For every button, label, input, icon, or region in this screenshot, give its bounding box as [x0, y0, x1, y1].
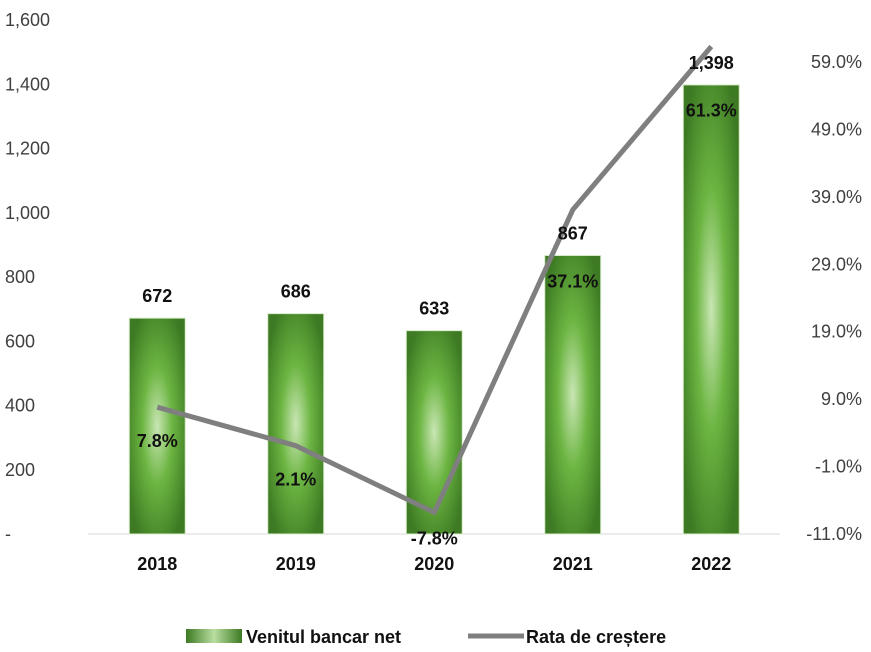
bar-data-label: 867: [558, 223, 588, 243]
bar-data-label: 1,398: [689, 53, 734, 73]
line-data-label: 2.1%: [275, 470, 316, 490]
bar-data-label: 686: [281, 282, 311, 302]
right-tick-label: 29.0%: [811, 254, 862, 274]
bar: [405, 330, 463, 535]
left-tick-label: 600: [5, 331, 35, 351]
line-data-label: 37.1%: [547, 272, 598, 292]
bar: [267, 313, 325, 535]
right-tick-label: 19.0%: [811, 322, 862, 342]
left-tick-label: 400: [5, 396, 35, 416]
left-tick-label: 1,000: [5, 203, 50, 223]
line-series: [156, 44, 714, 515]
left-tick-label: 1,200: [5, 139, 50, 159]
bar-data-label: 672: [142, 286, 172, 306]
bar-data-label: 633: [419, 299, 449, 319]
line-data-label: 61.3%: [686, 100, 737, 120]
left-tick-label: 1,600: [5, 10, 50, 30]
category-label: 2019: [276, 554, 316, 574]
bar-series: [128, 84, 740, 535]
legend: Venitul bancar net Rata de creștere: [186, 627, 666, 647]
bar: [682, 84, 740, 535]
right-axis-ticks: -11.0% -1.0% 9.0% 19.0% 29.0% 39.0% 49.0% 59.0%: [806, 52, 862, 544]
category-label: 2018: [137, 554, 177, 574]
bar: [544, 254, 602, 535]
line-data-label: 7.8%: [137, 431, 178, 451]
category-label: 2022: [691, 554, 731, 574]
bar-data-labels: 672 686 633 867 1,398: [142, 53, 734, 319]
line-data-label: -7.8%: [411, 528, 458, 548]
category-labels: 2018 2019 2020 2021 2022: [137, 554, 731, 574]
right-tick-label: 49.0%: [811, 119, 862, 139]
category-label: 2021: [553, 554, 593, 574]
legend-swatch-bar: [186, 629, 242, 643]
category-label: 2020: [414, 554, 454, 574]
left-tick-label: -: [5, 524, 11, 544]
bar: [128, 317, 186, 535]
right-tick-label: -11.0%: [806, 524, 862, 544]
left-tick-label: 800: [5, 267, 35, 287]
legend-label-line: Rata de creștere: [526, 627, 666, 647]
right-tick-label: 59.0%: [811, 52, 862, 72]
right-tick-label: -1.0%: [815, 457, 862, 477]
right-tick-label: 39.0%: [811, 187, 862, 207]
left-axis-ticks: - 200 400 600 800 1,000 1,200 1,400 1,600: [5, 10, 50, 544]
legend-label-bar: Venitul bancar net: [246, 627, 401, 647]
growth-rate-line: [156, 44, 714, 515]
right-tick-label: 9.0%: [821, 389, 862, 409]
left-tick-label: 200: [5, 460, 35, 480]
left-tick-label: 1,400: [5, 74, 50, 94]
line-data-labels: 7.8% 2.1% -7.8% 37.1% 61.3%: [137, 100, 737, 548]
